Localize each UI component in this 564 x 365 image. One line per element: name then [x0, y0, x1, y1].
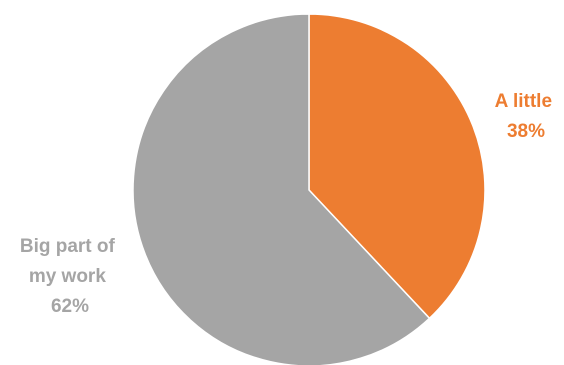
- slice-label-a-little-name: A little: [495, 91, 552, 112]
- slice-label-a-little-value: 38%: [507, 121, 545, 142]
- slice-label-a-little: A little 38%: [495, 91, 558, 142]
- slice-label-big-part-line2: my work: [29, 266, 107, 287]
- slice-label-big-part-line1: Big part of: [20, 236, 116, 257]
- pie-slice-big-part-of-my-work: [132, 13, 431, 365]
- slice-label-big-part: Big part of my work 62%: [20, 236, 120, 317]
- pie-slices: [132, 13, 486, 365]
- pie-slice-a-little: [308, 13, 486, 320]
- pie-labels: A little 38% Big part of my work 62%: [20, 91, 558, 317]
- slice-label-big-part-value: 62%: [51, 296, 89, 317]
